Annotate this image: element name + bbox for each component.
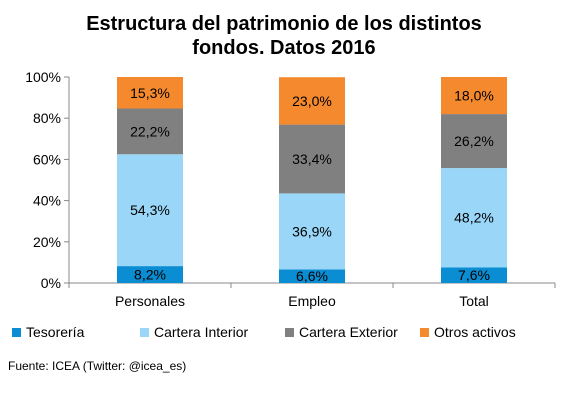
data-label: 8,2% bbox=[134, 267, 166, 283]
chart-data-labels: 8,2% 54,3% 22,2% 15,3% 6,6% 36,9% 33,4% 23,0% 7,… bbox=[130, 85, 494, 284]
legend-label: Cartera Interior bbox=[154, 324, 248, 340]
data-label: 54,3% bbox=[130, 202, 170, 218]
bar-segment bbox=[279, 77, 345, 125]
x-category-label: Personales bbox=[115, 293, 185, 309]
y-tick-label: 40% bbox=[33, 193, 61, 209]
data-label: 7,6% bbox=[458, 267, 490, 283]
bar-segment bbox=[279, 124, 345, 194]
y-tick-label: 20% bbox=[33, 234, 61, 250]
bar-segment bbox=[441, 114, 507, 169]
data-label: 15,3% bbox=[130, 85, 170, 101]
x-category-label: Empleo bbox=[288, 293, 336, 309]
bar-segment bbox=[279, 269, 345, 283]
chart-title: Estructura del patrimonio de los distint… bbox=[86, 13, 482, 59]
bar-segment bbox=[117, 77, 183, 109]
bar-segment bbox=[441, 77, 507, 115]
chart-axes: 0% 20% 40% 60% 80% 100% Personales Empleo Total bbox=[25, 69, 556, 309]
y-tick-label: 0% bbox=[41, 275, 61, 291]
bar-segment bbox=[117, 108, 183, 155]
data-label: 23,0% bbox=[292, 93, 332, 109]
bar-segment bbox=[441, 168, 507, 268]
chart-bars bbox=[117, 77, 507, 283]
y-tick-label: 100% bbox=[25, 69, 61, 85]
legend-label: Tesorería bbox=[26, 324, 85, 340]
bar-segment bbox=[441, 267, 507, 283]
data-label: 33,4% bbox=[292, 151, 332, 167]
legend-swatch bbox=[285, 328, 294, 337]
legend-label: Cartera Exterior bbox=[299, 324, 398, 340]
bar-segment bbox=[279, 193, 345, 270]
data-label: 26,2% bbox=[454, 133, 494, 149]
x-category-label: Total bbox=[459, 293, 489, 309]
source-note: Fuente: ICEA (Twitter: @icea_es) bbox=[8, 359, 186, 373]
chart-title-line-1: Estructura del patrimonio de los distint… bbox=[86, 13, 482, 35]
legend-swatch bbox=[140, 328, 149, 337]
legend-swatch bbox=[12, 328, 21, 337]
data-label: 36,9% bbox=[292, 223, 332, 239]
data-label: 22,2% bbox=[130, 123, 170, 139]
legend-label: Otros activos bbox=[434, 324, 516, 340]
bar-segment bbox=[117, 266, 183, 283]
chart-legend: Tesorería Cartera Interior Cartera Exterio… bbox=[12, 324, 516, 340]
bar-segment bbox=[117, 154, 183, 267]
data-label: 6,6% bbox=[296, 268, 328, 284]
legend-swatch bbox=[420, 328, 429, 337]
y-tick-label: 60% bbox=[33, 151, 61, 167]
data-label: 18,0% bbox=[454, 88, 494, 104]
data-label: 48,2% bbox=[454, 210, 494, 226]
chart-title-line-2: fondos. Datos 2016 bbox=[192, 37, 375, 59]
y-tick-label: 80% bbox=[33, 110, 61, 126]
